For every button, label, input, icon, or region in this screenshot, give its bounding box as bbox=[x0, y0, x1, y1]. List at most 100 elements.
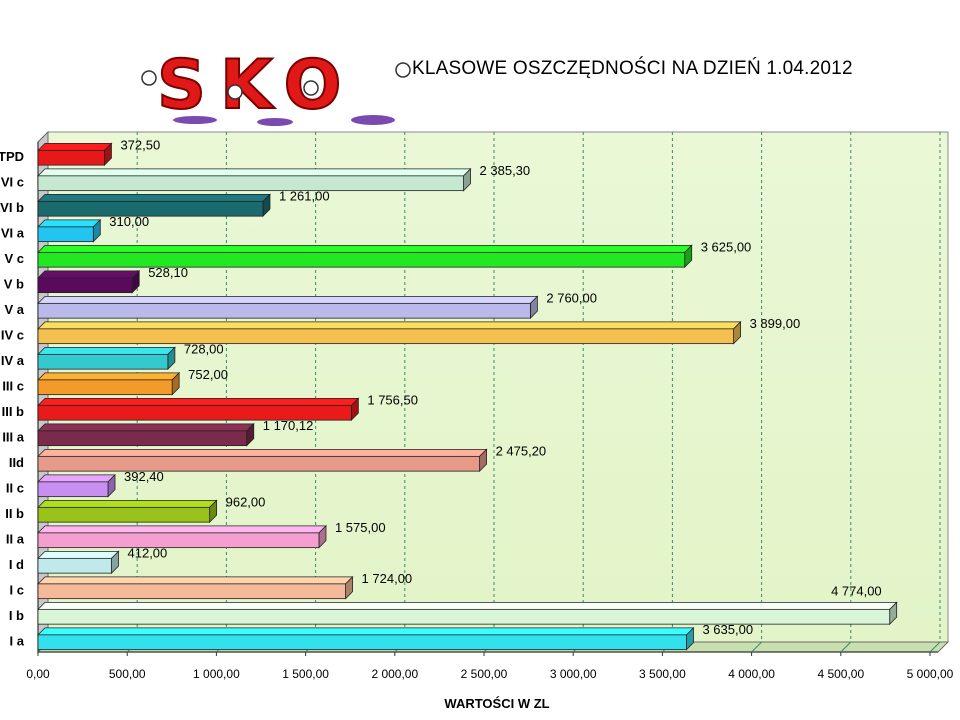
bar-top bbox=[37, 219, 102, 228]
value-label: 2 385,30 bbox=[480, 163, 531, 178]
bar-top bbox=[37, 142, 113, 151]
bar-top bbox=[37, 295, 539, 304]
chart-title: KLASOWE OSZCZĘDNOŚCI NA DZIEŃ 1.04.2012 bbox=[412, 58, 853, 79]
bar-7 bbox=[37, 448, 488, 473]
bar-19 bbox=[37, 142, 113, 167]
bar-front bbox=[37, 200, 264, 217]
value-label: 752,00 bbox=[188, 367, 228, 382]
value-label: 4 774,00 bbox=[831, 583, 882, 598]
value-label: 310,00 bbox=[109, 214, 149, 229]
value-label: 1 261,00 bbox=[279, 188, 330, 203]
bar-front bbox=[37, 532, 320, 549]
bar-17 bbox=[37, 193, 271, 218]
bar-top bbox=[37, 499, 218, 508]
x-tick-label: 1 500,00 bbox=[282, 667, 329, 681]
x-tick-labels: 0,00 500,00 1 000,00 1 500,00 2 000,00 2 500,… bbox=[26, 652, 954, 681]
value-label: 728,00 bbox=[184, 341, 224, 356]
bar-top bbox=[37, 448, 488, 457]
gridline-floor bbox=[751, 641, 762, 653]
category-label: TPD bbox=[0, 149, 24, 164]
value-label: 1 575,00 bbox=[335, 520, 386, 535]
bar-top bbox=[37, 550, 120, 559]
bars bbox=[37, 142, 898, 651]
sko-logo: SKO bbox=[135, 38, 415, 133]
category-label: IV a bbox=[1, 353, 25, 368]
category-label: I d bbox=[9, 557, 24, 572]
bar-front bbox=[37, 634, 687, 651]
bar-16 bbox=[37, 218, 102, 243]
bar-top bbox=[37, 627, 695, 636]
bar-front bbox=[37, 149, 105, 166]
bar-10 bbox=[37, 371, 181, 396]
category-label: I c bbox=[10, 582, 24, 597]
category-label: III a bbox=[2, 429, 24, 444]
value-label: 962,00 bbox=[226, 494, 266, 509]
gridline-floor bbox=[840, 641, 852, 653]
bar-top bbox=[37, 346, 176, 355]
category-label: I b bbox=[9, 608, 24, 623]
category-label: II b bbox=[5, 506, 24, 521]
bar-11 bbox=[37, 346, 176, 371]
x-axis-title: WARTOŚCI W ZL bbox=[444, 696, 549, 711]
bar-front bbox=[37, 404, 352, 421]
value-label: 372,50 bbox=[120, 137, 160, 152]
bar-front bbox=[37, 226, 94, 243]
bar-front bbox=[37, 379, 173, 396]
x-tick-label: 1 000,00 bbox=[193, 667, 240, 681]
bar-top bbox=[37, 193, 271, 202]
category-label: IId bbox=[9, 455, 24, 470]
value-label: 1 756,50 bbox=[367, 392, 418, 407]
bar-top bbox=[37, 168, 472, 177]
value-label: 2 475,20 bbox=[496, 443, 547, 458]
bar-15 bbox=[37, 244, 693, 269]
category-label: VI c bbox=[1, 174, 24, 189]
value-label: 3 635,00 bbox=[702, 622, 753, 637]
category-label: III b bbox=[2, 404, 24, 419]
value-label: 392,40 bbox=[124, 469, 164, 484]
x-tick-label: 4 000,00 bbox=[728, 667, 775, 681]
bar-top bbox=[37, 525, 327, 534]
x-tick-label: 4 500,00 bbox=[817, 667, 864, 681]
category-label: II c bbox=[6, 480, 24, 495]
bar-5 bbox=[37, 499, 218, 524]
bar-13 bbox=[37, 295, 539, 320]
value-label: 1 724,00 bbox=[362, 571, 413, 586]
x-tick-label: 3 000,00 bbox=[550, 667, 597, 681]
bar-front bbox=[37, 506, 211, 523]
bar-4 bbox=[37, 524, 327, 549]
x-tick-label: 500,00 bbox=[109, 667, 146, 681]
bar-top bbox=[37, 321, 742, 330]
category-label: II a bbox=[6, 531, 25, 546]
category-label: III c bbox=[2, 378, 24, 393]
bar-front bbox=[37, 608, 891, 625]
bar-top bbox=[37, 270, 141, 279]
logo-letters: SKO bbox=[157, 46, 355, 125]
bar-front bbox=[37, 175, 464, 192]
bar-front bbox=[37, 481, 109, 498]
bar-18 bbox=[37, 167, 472, 192]
bar-front bbox=[37, 277, 133, 294]
bar-front bbox=[37, 455, 480, 472]
category-label: I a bbox=[10, 633, 25, 648]
value-labels: 3 635,00 4 774,00 1 724,00 412,00 1 575,00 96… bbox=[109, 137, 882, 637]
bar-8 bbox=[37, 422, 255, 447]
bar-12 bbox=[37, 320, 742, 345]
bar-front bbox=[37, 251, 686, 268]
bar-3 bbox=[37, 550, 120, 575]
category-label: V c bbox=[4, 251, 24, 266]
bar-front bbox=[37, 430, 248, 447]
bar-1 bbox=[37, 601, 898, 626]
x-tick-label: 5 000,00 bbox=[907, 667, 954, 681]
bar-front bbox=[37, 328, 734, 345]
category-label: VI b bbox=[0, 200, 24, 215]
category-labels: I a I b I c I d II a II b II c IId III a III b III… bbox=[0, 149, 25, 649]
bar-top bbox=[37, 244, 693, 253]
bar-top bbox=[37, 397, 360, 406]
category-label: V b bbox=[4, 276, 24, 291]
value-label: 528,10 bbox=[148, 265, 188, 280]
bar-9 bbox=[37, 397, 360, 422]
bar-0 bbox=[37, 626, 695, 651]
value-label: 412,00 bbox=[128, 545, 168, 560]
bar-top bbox=[37, 372, 181, 381]
x-tick-label: 0,00 bbox=[26, 667, 50, 681]
